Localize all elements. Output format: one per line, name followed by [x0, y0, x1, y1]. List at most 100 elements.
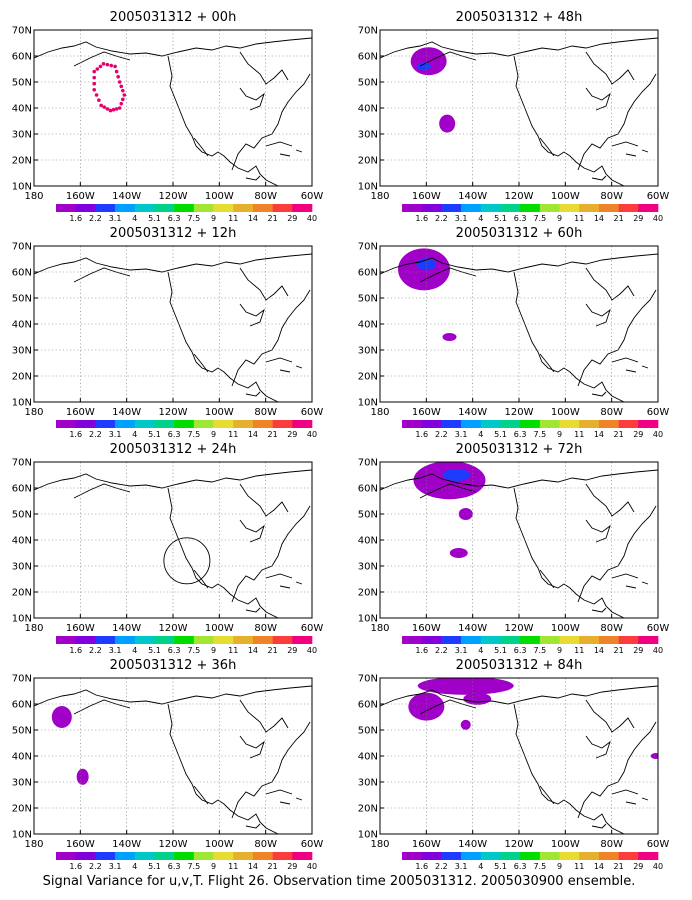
observation-point — [111, 107, 116, 112]
colorbar-swatch — [559, 204, 580, 212]
colorbar-label: 3.1 — [455, 646, 468, 655]
y-tick-label: 70N — [358, 26, 378, 37]
variance-contour — [463, 692, 492, 705]
x-tick-label: 140W — [458, 623, 487, 634]
x-tick-label: 100W — [205, 191, 234, 202]
colorbar-swatch — [193, 420, 214, 428]
x-tick-label: 80W — [254, 191, 277, 202]
colorbar-swatch — [618, 204, 639, 212]
colorbar-swatch — [213, 636, 234, 644]
colorbar-swatch — [480, 420, 501, 428]
colorbar-label: 7.5 — [533, 214, 546, 223]
colorbar-swatch — [75, 204, 96, 212]
colorbar-label: 5.1 — [148, 214, 161, 223]
colorbar-swatch — [213, 420, 234, 428]
colorbar-swatch — [520, 636, 541, 644]
y-tick-label: 20N — [358, 588, 378, 599]
observation-point — [121, 88, 125, 93]
colorbar-swatch — [134, 204, 155, 212]
y-tick-label: 20N — [12, 804, 32, 815]
colorbar-swatch — [292, 636, 313, 644]
panel-title: 2005031312 + 12h — [110, 226, 237, 241]
colorbar-swatch — [559, 852, 580, 860]
colorbar-swatch — [638, 420, 659, 428]
panel-title: 2005031312 + 24h — [110, 442, 237, 457]
y-tick-label: 50N — [358, 78, 378, 89]
colorbar: 1.6 2.2 3.1 4 5.1 6.3 7.5 9 11 14 21 29 40 — [402, 204, 663, 223]
y-tick-label: 50N — [12, 510, 32, 521]
x-tick-label: 180 — [370, 623, 389, 634]
x-tick-label: 180 — [370, 191, 389, 202]
colorbar: 1.6 2.2 3.1 4 5.1 6.3 7.5 9 11 14 21 29 40 — [402, 636, 663, 655]
observation-point — [101, 62, 106, 66]
observation-point — [116, 75, 120, 79]
colorbar-swatch — [134, 852, 155, 860]
colorbar-label: 1.6 — [69, 862, 82, 871]
observation-point — [108, 108, 113, 113]
y-tick-label: 40N — [12, 536, 32, 547]
colorbar-swatch — [421, 636, 442, 644]
colorbar-swatch — [421, 852, 442, 860]
colorbar-swatch — [461, 204, 482, 212]
colorbar-swatch — [233, 420, 254, 428]
colorbar-swatch — [115, 636, 136, 644]
variance-contour — [408, 692, 445, 721]
x-tick-label: 80W — [600, 191, 623, 202]
colorbar-swatch — [539, 204, 560, 212]
colorbar-swatch — [56, 636, 76, 644]
colorbar-label: 6.3 — [168, 646, 181, 655]
colorbar-label: 2.2 — [435, 430, 448, 439]
observation-point — [117, 80, 122, 84]
colorbar: 1.6 2.2 3.1 4 5.1 6.3 7.5 9 11 14 21 29 40 — [56, 204, 317, 223]
y-tick-label: 50N — [358, 510, 378, 521]
y-tick-label: 20N — [12, 588, 32, 599]
x-tick-label: 120W — [159, 407, 188, 418]
colorbar-label: 2.2 — [89, 430, 102, 439]
colorbar-label: 3.1 — [455, 430, 468, 439]
observation-point — [119, 84, 124, 89]
colorbar-label: 2.2 — [435, 646, 448, 655]
colorbar-label: 40 — [653, 646, 663, 655]
colorbar-label: 6.3 — [514, 214, 527, 223]
y-tick-label: 60N — [358, 700, 378, 711]
variance-contour — [76, 768, 89, 785]
colorbar-label: 14 — [248, 214, 258, 223]
x-tick-label: 80W — [600, 623, 623, 634]
y-tick-label: 60N — [358, 52, 378, 63]
colorbar-swatch — [480, 204, 501, 212]
map-panel: 2005031312 + 12h 10N 20N 30N 40N 50N 60N 70N 180… — [12, 226, 324, 439]
colorbar-swatch — [252, 852, 273, 860]
y-tick-label: 20N — [358, 372, 378, 383]
y-tick-label: 60N — [358, 268, 378, 279]
x-tick-label: 180 — [370, 839, 389, 850]
colorbar-label: 29 — [287, 430, 297, 439]
colorbar-swatch — [579, 852, 600, 860]
y-tick-label: 40N — [12, 752, 32, 763]
x-tick-label: 100W — [551, 191, 580, 202]
y-tick-label: 70N — [12, 26, 32, 37]
colorbar-swatch — [95, 420, 116, 428]
colorbar-label: 29 — [633, 214, 643, 223]
x-tick-label: 120W — [159, 839, 188, 850]
colorbar-label: 29 — [633, 430, 643, 439]
observation-point — [92, 75, 97, 80]
colorbar-label: 4 — [478, 646, 483, 655]
colorbar-swatch — [539, 852, 560, 860]
y-tick-label: 30N — [358, 346, 378, 357]
colorbar-label: 9 — [211, 646, 216, 655]
colorbar-swatch — [638, 852, 659, 860]
x-tick-label: 160W — [412, 191, 441, 202]
x-tick-label: 80W — [254, 407, 277, 418]
x-tick-label: 100W — [551, 407, 580, 418]
colorbar-swatch — [174, 204, 195, 212]
colorbar-swatch — [233, 636, 254, 644]
colorbar-label: 4 — [132, 214, 137, 223]
colorbar-swatch — [638, 636, 659, 644]
colorbar-label: 3.1 — [455, 862, 468, 871]
observation-point — [114, 107, 119, 111]
colorbar-swatch — [421, 420, 442, 428]
observation-point — [92, 88, 97, 92]
colorbar-label: 21 — [614, 214, 624, 223]
y-tick-label: 60N — [12, 52, 32, 63]
colorbar-swatch — [441, 420, 462, 428]
